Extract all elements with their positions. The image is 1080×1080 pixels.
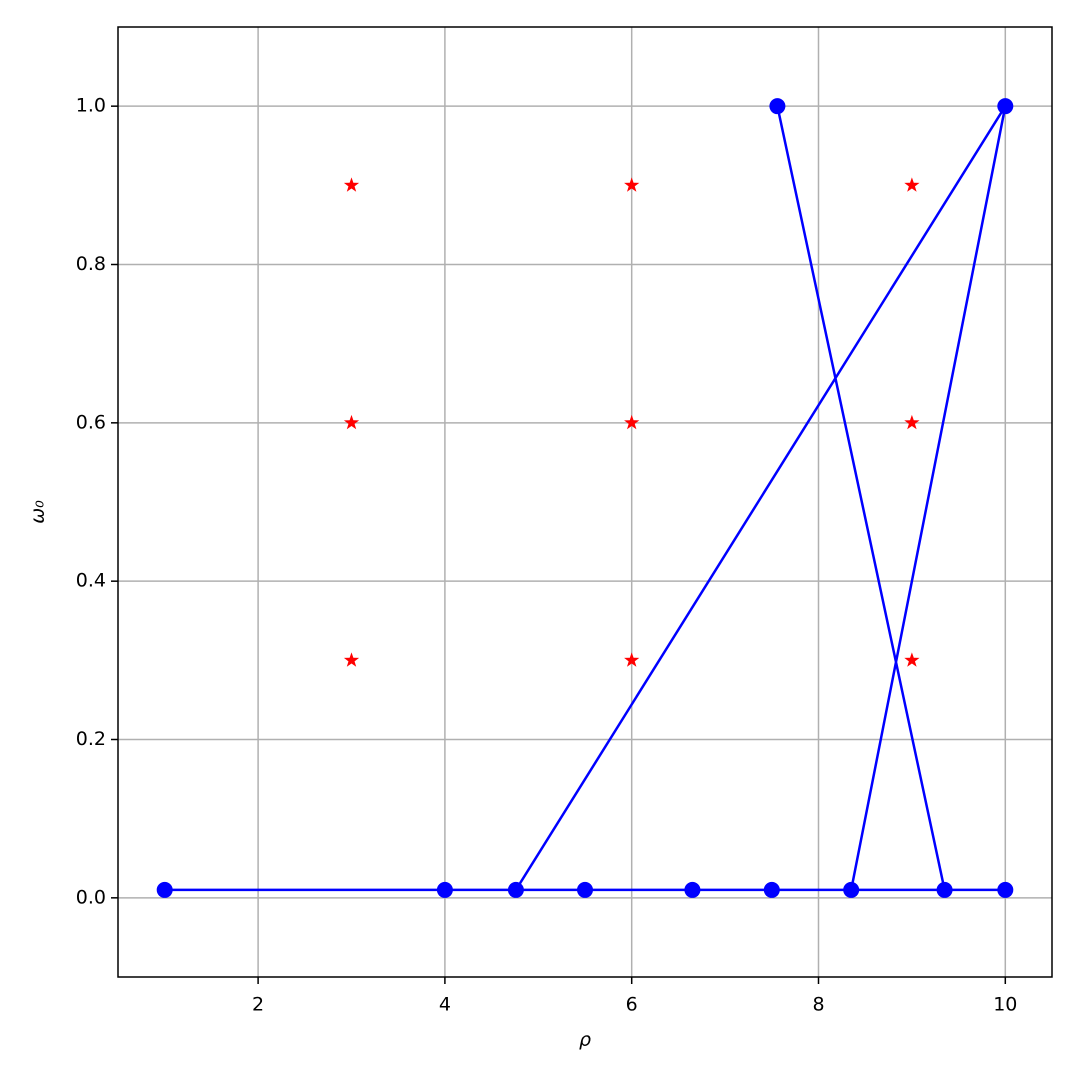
data-point xyxy=(577,881,593,898)
y-tick-label: 0.2 xyxy=(76,728,106,750)
star-point xyxy=(624,414,640,430)
x-tick-label: 2 xyxy=(252,994,264,1016)
x-tick-label: 10 xyxy=(993,994,1017,1016)
y-axis-label: ω₀ xyxy=(27,500,49,524)
y-tick-label: 0.0 xyxy=(76,886,106,908)
data-point xyxy=(763,881,780,898)
star-point xyxy=(624,652,640,667)
x-tick-label: 6 xyxy=(626,994,638,1016)
x-axis-label: ρ xyxy=(579,1029,591,1051)
star-point xyxy=(343,652,360,667)
data-point xyxy=(936,881,953,898)
y-tick-label: 0.6 xyxy=(76,411,106,433)
star-point xyxy=(343,177,360,192)
star-point xyxy=(904,652,920,667)
star-point xyxy=(904,414,920,430)
data-point xyxy=(843,881,860,898)
data-point xyxy=(684,881,701,898)
star-point xyxy=(343,414,360,430)
data-point xyxy=(156,881,173,898)
x-tick-label: 4 xyxy=(439,994,451,1016)
data-point xyxy=(997,881,1014,898)
y-tick-label: 1.0 xyxy=(76,95,106,117)
data-point xyxy=(436,881,453,898)
x-tick-label: 8 xyxy=(812,994,824,1016)
y-tick-label: 0.4 xyxy=(76,570,106,592)
star-point xyxy=(624,177,640,192)
star-point xyxy=(904,177,920,192)
plot-frame xyxy=(117,26,1053,978)
data-point xyxy=(997,98,1014,115)
series-line xyxy=(164,105,1007,892)
y-tick-label: 0.8 xyxy=(76,253,106,275)
data-point xyxy=(769,98,786,115)
data-point xyxy=(507,881,524,898)
